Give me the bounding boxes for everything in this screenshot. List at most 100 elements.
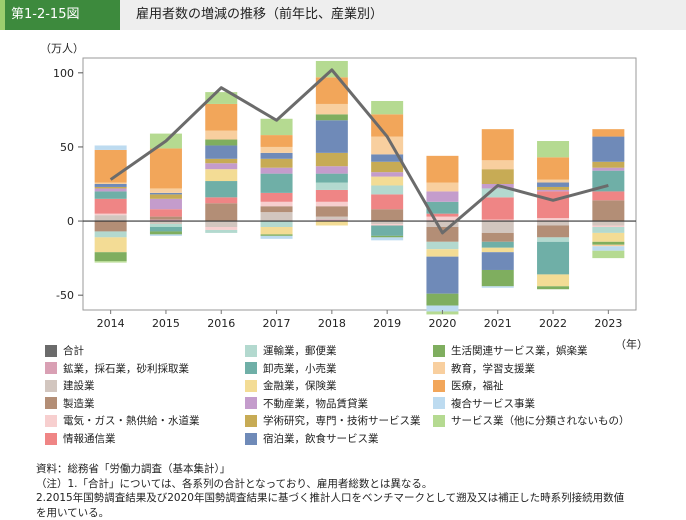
y-tick-label: -50 — [56, 289, 74, 302]
legend-label: 情報通信業 — [63, 431, 116, 446]
bar-segment — [371, 177, 403, 186]
legend-swatch — [245, 433, 257, 445]
bar-segment — [316, 114, 348, 120]
legend-label: 製造業 — [63, 396, 95, 411]
bar-segment — [426, 242, 458, 249]
bar-segment — [261, 221, 293, 227]
bar-segment — [537, 191, 569, 218]
bar-segment — [316, 217, 348, 220]
chart-legend: 合計鉱業，採石業，砂利採取業建設業製造業電気・ガス・熱供給・水道業情報通信業運輸… — [45, 343, 645, 453]
legend-item: 鉱業，採石業，砂利採取業 — [45, 361, 189, 376]
bar-segment — [482, 248, 514, 252]
bar-segment — [482, 129, 514, 160]
bar-segment — [205, 104, 237, 131]
bar-segment — [150, 217, 182, 220]
legend-swatch — [433, 397, 445, 409]
bar-segment — [261, 202, 293, 206]
bar-segment — [592, 137, 624, 162]
bar-segment — [261, 153, 293, 159]
bar-segment — [537, 237, 569, 241]
legend-label: サービス業（他に分類されないもの） — [451, 413, 630, 428]
note-line-2: 2.2015年国勢調査結果及び2020年国勢調査結果に基づく推計人口をベンチマー… — [36, 491, 676, 506]
bar-segment — [150, 194, 182, 198]
x-tick-label: 2021 — [484, 317, 512, 330]
y-tick-label: 100 — [53, 67, 74, 80]
bar-segment — [205, 145, 237, 158]
bar-segment — [371, 224, 403, 225]
bar-segment — [95, 221, 127, 231]
bar-segment — [205, 169, 237, 181]
bar-segment — [592, 191, 624, 200]
bar-segment — [205, 221, 237, 227]
bar-segment — [95, 261, 127, 262]
bar-segment — [261, 147, 293, 153]
bar-segment — [371, 114, 403, 136]
bar-segment — [426, 257, 458, 294]
legend-item: 学術研究，専門・技術サービス業 — [245, 413, 421, 428]
bar-segment — [150, 209, 182, 216]
legend-swatch — [433, 415, 445, 427]
y-tick-label: 0 — [67, 215, 74, 228]
bar-segment — [316, 166, 348, 173]
legend-item: 金融業，保険業 — [245, 378, 337, 393]
bar-segment — [261, 174, 293, 193]
bar-segment — [592, 162, 624, 168]
bar-segment — [426, 156, 458, 183]
bar-segment — [261, 135, 293, 147]
legend-label: 複合サービス事業 — [451, 396, 535, 411]
legend-item: 卸売業，小売業 — [245, 361, 337, 376]
legend-swatch — [45, 362, 57, 374]
x-tick-label: 2023 — [594, 317, 622, 330]
x-tick-label: 2015 — [152, 317, 180, 330]
bar-segment — [261, 206, 293, 212]
bar-segment — [482, 242, 514, 248]
bar-segment — [150, 224, 182, 227]
bar-segment — [95, 184, 127, 187]
bar-segment — [95, 237, 127, 252]
legend-label: 不動産業，物品賃貸業 — [263, 396, 368, 411]
bar-segment — [95, 191, 127, 198]
bar-segment — [537, 190, 569, 191]
bar-segment — [592, 227, 624, 233]
legend-item: 医療，福祉 — [433, 378, 504, 393]
legend-swatch — [45, 397, 57, 409]
bar-segment — [316, 153, 348, 166]
bar-segment — [371, 194, 403, 209]
legend-label: 運輸業，郵便業 — [263, 343, 337, 358]
bar-segment — [371, 237, 403, 240]
bar-segment — [592, 129, 624, 136]
legend-swatch — [245, 397, 257, 409]
bar-segment — [150, 148, 182, 188]
bar-segment — [537, 274, 569, 286]
bar-segment — [261, 212, 293, 221]
bar-segment — [316, 120, 348, 153]
bar-segment — [537, 221, 569, 225]
bar-segment — [592, 246, 624, 250]
legend-swatch — [245, 362, 257, 374]
bar-segment — [95, 183, 127, 184]
bar-segment — [592, 233, 624, 242]
bar-segment — [592, 242, 624, 245]
bar-segment — [371, 172, 403, 176]
legend-swatch — [45, 433, 57, 445]
bar-segment — [205, 197, 237, 203]
bar-segment — [261, 234, 293, 235]
source-notes: 資料：総務省「労働力調査（基本集計）」 （注）1.「合計」については、各系列の合… — [36, 462, 676, 520]
bar-segment — [205, 131, 237, 140]
bar-segment — [205, 140, 237, 146]
bar-segment — [426, 249, 458, 256]
bar-segment — [371, 236, 403, 237]
bar-segment — [537, 187, 569, 190]
x-tick-label: 2020 — [428, 317, 456, 330]
legend-swatch — [433, 345, 445, 357]
legend-swatch — [245, 415, 257, 427]
bar-segment — [316, 221, 348, 225]
bar-segment — [482, 233, 514, 242]
bar-segment — [205, 227, 237, 230]
bar-segment — [371, 209, 403, 221]
bar-segment — [482, 221, 514, 233]
bar-segment — [426, 294, 458, 306]
note-line-3: を用いている。 — [36, 506, 676, 520]
bar-segment — [150, 227, 182, 231]
total-line — [111, 70, 609, 233]
